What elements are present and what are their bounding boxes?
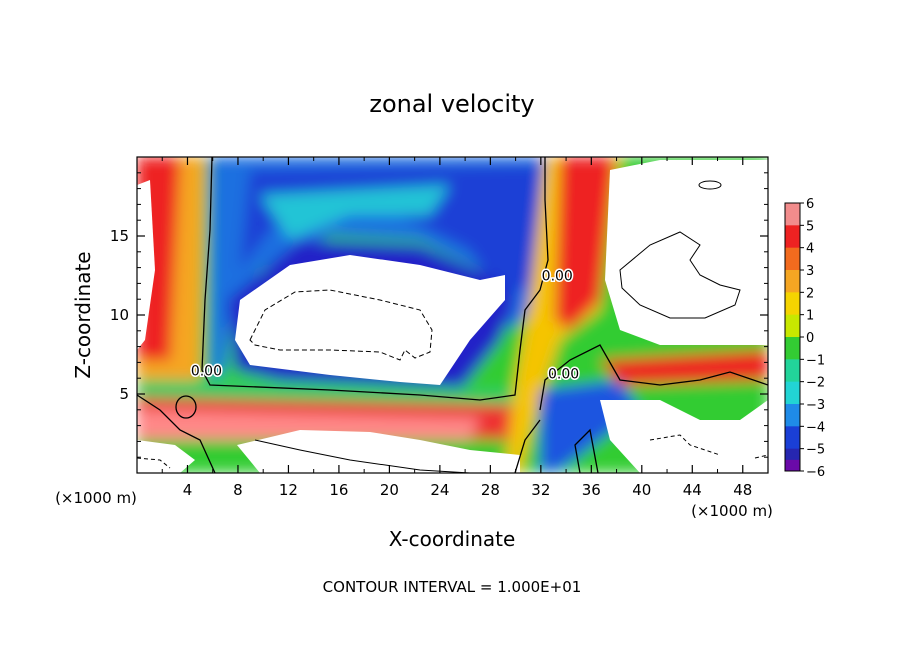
x-tick-label: 4 bbox=[183, 481, 193, 499]
y-tick-label: 5 bbox=[119, 385, 129, 403]
colorbar-swatch bbox=[785, 292, 800, 316]
colorbar-label: 5 bbox=[806, 219, 814, 234]
colorbar-swatch bbox=[785, 247, 800, 271]
contour-lines bbox=[137, 157, 768, 473]
colorbar-label: −1 bbox=[806, 353, 825, 368]
colorbar-label: −5 bbox=[806, 443, 825, 458]
colorbar-swatch bbox=[785, 337, 800, 360]
x-tick-label: 32 bbox=[531, 481, 550, 499]
colorbar-swatch bbox=[785, 359, 800, 383]
x-tick-label: 36 bbox=[582, 481, 601, 499]
x-tick-label: 48 bbox=[733, 481, 752, 499]
contour-labels: 0.00 0.00 0.00 bbox=[189, 267, 580, 384]
contour-label: 0.00 bbox=[548, 366, 579, 382]
x-tick-label: 28 bbox=[481, 481, 500, 499]
y-tick-label: 10 bbox=[110, 306, 129, 324]
colorbar-swatch bbox=[785, 314, 800, 338]
x-tick-label: 20 bbox=[380, 481, 399, 499]
colorbar-swatch bbox=[785, 426, 800, 450]
colorbar-label: 0 bbox=[806, 331, 814, 346]
x-tick-label: 44 bbox=[683, 481, 702, 499]
x-axis-label: X-coordinate bbox=[389, 527, 516, 551]
chart-title: zonal velocity bbox=[369, 90, 534, 118]
colorbar-label: 6 bbox=[806, 197, 814, 212]
colorbar-label: 4 bbox=[806, 242, 814, 257]
colorbar-swatch bbox=[785, 404, 800, 427]
colorbar-swatch bbox=[785, 459, 800, 471]
x-tick-label: 8 bbox=[233, 481, 243, 499]
colorbar: 6 5 4 3 2 1 0 −1 −2 −3 −4 −5 −6 bbox=[784, 197, 825, 480]
velocity-field bbox=[137, 157, 768, 473]
y-axis-ticks: 5 10 15 bbox=[110, 172, 768, 458]
x-tick-label: 24 bbox=[430, 481, 449, 499]
x-unit-right: (×1000 m) bbox=[691, 502, 773, 520]
colorbar-swatch bbox=[785, 203, 800, 226]
colorbar-label: 3 bbox=[806, 264, 814, 279]
colorbar-label: −2 bbox=[806, 376, 825, 391]
x-tick-label: 12 bbox=[279, 481, 298, 499]
contour-label: 0.00 bbox=[542, 269, 573, 285]
contour-label: 0.00 bbox=[191, 363, 222, 379]
y-tick-label: 15 bbox=[110, 227, 129, 245]
x-axis-ticks: 4 8 12 16 20 24 28 32 36 40 44 48 bbox=[161, 157, 752, 499]
colorbar-label: −3 bbox=[806, 398, 825, 413]
colorbar-label: 1 bbox=[806, 309, 814, 324]
colorbar-swatch bbox=[785, 270, 800, 293]
colorbar-swatch bbox=[785, 381, 800, 405]
x-tick-label: 40 bbox=[632, 481, 651, 499]
colorbar-label: −4 bbox=[806, 420, 825, 435]
colorbar-label: −6 bbox=[806, 465, 825, 480]
x-tick-label: 16 bbox=[329, 481, 348, 499]
x-unit-left: (×1000 m) bbox=[55, 489, 137, 507]
contour-interval-text: CONTOUR INTERVAL = 1.000E+01 bbox=[323, 578, 582, 596]
colorbar-label: 2 bbox=[806, 286, 814, 301]
y-axis-label: Z-coordinate bbox=[71, 251, 95, 378]
colorbar-swatch bbox=[785, 225, 800, 249]
